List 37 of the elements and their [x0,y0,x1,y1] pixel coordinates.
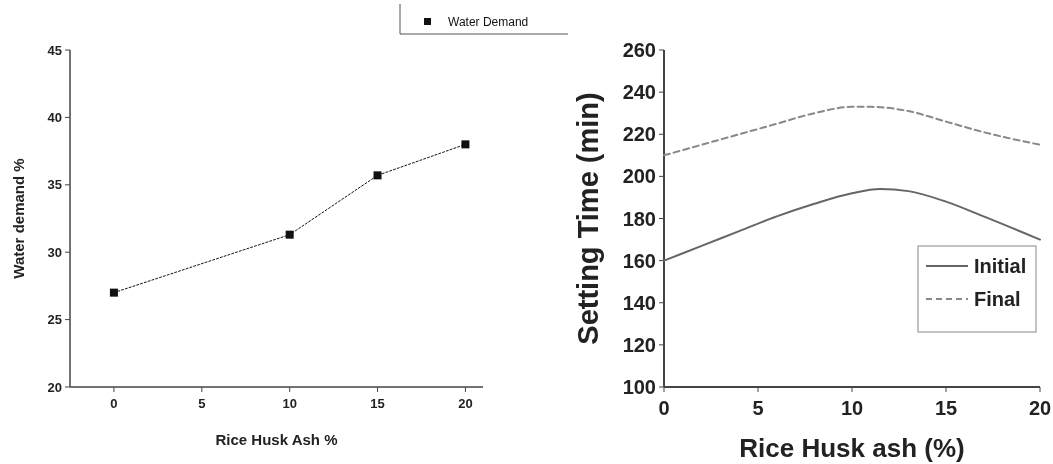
x-tick-label: 15 [934,397,958,419]
x-axis-title: Rice Husk ash (%) [739,433,965,463]
y-axis-title: Setting Time (min) [572,92,604,345]
y-tick-label: 260 [622,39,656,61]
y-tick-label: 220 [622,123,656,146]
x-tick-label: 0 [658,397,670,419]
x-tick-label: 0 [110,396,118,411]
y-tick-label: 180 [622,207,656,230]
point [109,288,118,297]
y-tick-label: 120 [622,333,656,356]
y-tick-label: 25 [47,312,62,328]
point [373,171,382,180]
x-tick-label: 5 [752,397,764,419]
legend-label: Initial [974,255,1027,277]
x-axis-title: Rice Husk Ash % [215,431,338,448]
y-tick-label: 40 [47,109,62,125]
x-tick-label: 20 [458,396,473,411]
x-tick-label: 10 [282,396,297,411]
x-tick-label: 10 [840,397,864,419]
x-tick-label: 5 [198,396,206,411]
y-tick-label: 100 [622,376,656,398]
y-tick-label: 140 [622,291,656,314]
y-tick-label: 45 [47,42,62,58]
y-tick-label: 20 [47,379,62,395]
y-tick-label: 30 [47,244,62,260]
point [285,230,294,239]
x-tick-label: 15 [370,396,385,411]
y-tick-label: 35 [47,177,62,193]
x-tick-label: 20 [1028,397,1052,419]
y-tick-label: 200 [622,165,656,188]
y-tick-label: 160 [622,249,656,272]
point [461,140,470,149]
legend-label: Final [974,288,1021,310]
legend-label: Water Demand [448,15,529,29]
y-axis-title: Water demand % [10,158,27,279]
line-series [663,105,1041,157]
y-tick-label: 240 [622,81,656,104]
